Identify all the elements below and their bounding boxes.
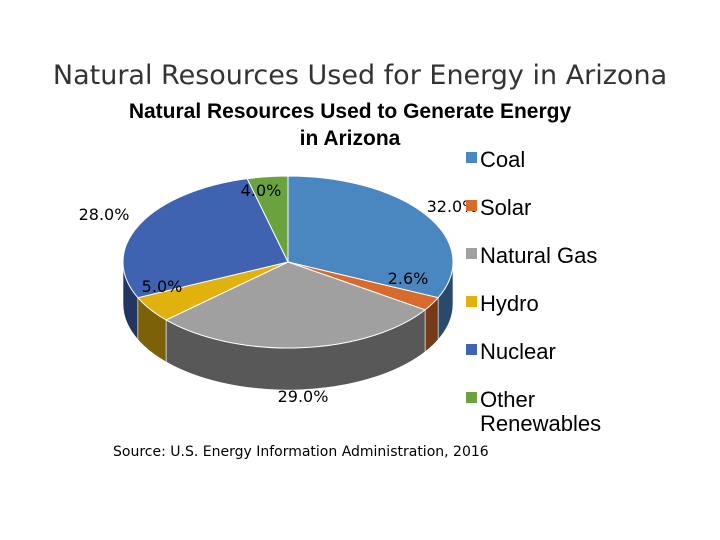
- legend-swatch: [466, 152, 477, 163]
- data-label-coal: 32.0%: [427, 197, 478, 216]
- pie-top-faces: [122, 175, 454, 349]
- pie-slice-nuclear: [122, 178, 289, 299]
- chart-title: Natural Resources Used to Generate Energ…: [128, 100, 572, 150]
- pie-data-labels: 32.0% 2.6% 29.0% 5.0% 28.0% 4.0%: [79, 181, 478, 406]
- legend-item-nuclear: Nuclear: [466, 340, 630, 364]
- legend-item-coal: Coal: [466, 148, 630, 172]
- legend-swatch: [466, 200, 477, 211]
- slide-title: Natural Resources Used for Energy in Ari…: [52, 60, 668, 91]
- legend-label: Natural Gas: [480, 243, 598, 268]
- legend-label: Nuclear: [480, 339, 556, 364]
- legend-label: Solar: [480, 195, 532, 220]
- legend-swatch: [466, 344, 477, 355]
- data-label-natural-gas: 29.0%: [278, 387, 329, 406]
- legend-item-solar: Solar: [466, 196, 630, 220]
- source-note: Source: U.S. Energy Information Administ…: [113, 444, 489, 460]
- data-label-other-renewables: 4.0%: [241, 181, 282, 200]
- pie-side-walls: [122, 261, 454, 391]
- legend-swatch: [466, 248, 477, 259]
- data-label-solar: 2.6%: [388, 269, 429, 288]
- legend-swatch: [466, 296, 477, 307]
- pie-slice-other-renewables: [246, 175, 289, 263]
- data-label-hydro: 5.0%: [142, 277, 183, 296]
- legend-label: Coal: [480, 147, 526, 172]
- legend-label: Hydro: [480, 291, 539, 316]
- legend-item-natural-gas: Natural Gas: [466, 244, 630, 268]
- pie-slice-coal: [287, 175, 454, 299]
- data-label-nuclear: 28.0%: [79, 205, 130, 224]
- pie-slice-natural-gas: [165, 261, 427, 349]
- legend-item-hydro: Hydro: [466, 292, 630, 316]
- legend-item-other-renewables: Other Renewables: [466, 388, 630, 436]
- legend-swatch: [466, 392, 477, 403]
- legend-label: Other Renewables: [480, 387, 602, 436]
